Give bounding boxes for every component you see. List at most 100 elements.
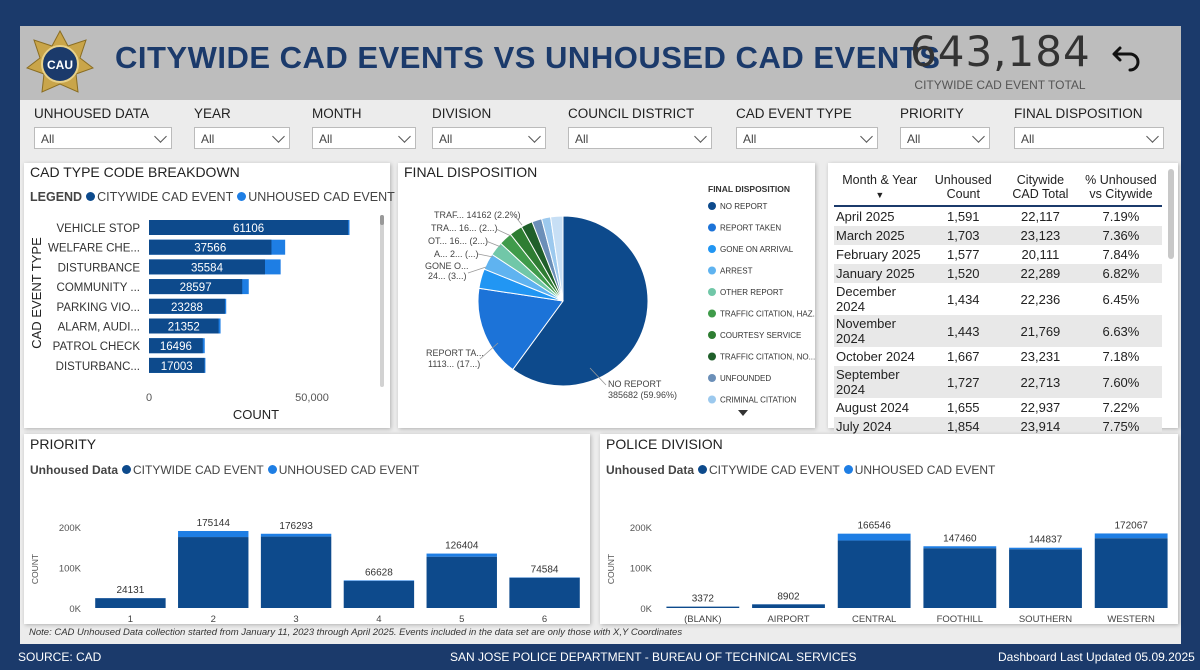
final-disposition-panel: FINAL DISPOSITION NO REPORT 385682 (59.96…: [398, 163, 815, 428]
column-header[interactable]: Unhoused Count: [925, 167, 1001, 207]
data-label: 126404: [445, 541, 479, 552]
chart-legend: Unhoused Data CITYWIDE CAD EVENT UNHOUSED …: [606, 463, 995, 477]
pie-slice: [512, 215, 649, 387]
bar-citywide: [1009, 549, 1082, 608]
x-tick-label: WESTERN: [1107, 614, 1155, 624]
bar-unhoused: [1094, 533, 1168, 539]
x-tick-label: FOOTHILL: [937, 614, 983, 624]
table-scrollbar[interactable]: [1168, 169, 1174, 259]
table-cell: 6.63%: [1102, 323, 1140, 339]
x-tick-label: 0: [146, 392, 152, 404]
filter-value: All: [575, 132, 589, 146]
filter-dropdown[interactable]: All: [900, 127, 990, 149]
legend-dot: [708, 245, 716, 253]
table-row[interactable]: August 2024 1,655 22,937 7.22%: [834, 398, 1162, 417]
filter-value: All: [41, 132, 55, 146]
data-label: 3372: [692, 594, 715, 605]
legend-dot-citywide: [86, 192, 96, 201]
filter-dropdown[interactable]: All: [1014, 127, 1164, 149]
data-label: 35584: [191, 262, 224, 274]
scrollbar-track: [380, 215, 384, 387]
bar-citywide: [149, 318, 219, 334]
legend-label: LEGEND: [30, 190, 83, 204]
filter-dropdown[interactable]: All: [736, 127, 878, 149]
x-tick-label: 4: [376, 614, 381, 624]
legend-dot-citywide: [698, 465, 708, 474]
cad-type-panel: CAD TYPE CODE BREAKDOWN LEGEND CITYWIDE C…: [24, 163, 395, 428]
data-label: 175144: [197, 518, 231, 529]
table-cell: 1,854: [947, 419, 980, 434]
filter-label: CAD EVENT TYPE: [736, 106, 852, 121]
x-axis-title: COUNT: [233, 407, 279, 422]
legend-dot: [708, 223, 716, 232]
data-label: 147460: [943, 533, 977, 544]
table-row[interactable]: July 2024 1,854 23,914 7.75%: [834, 417, 1162, 437]
table-cell: 22,236: [1020, 291, 1061, 307]
table-header-row: Month & Year ▼ Unhoused Count Citywide CAD To…: [834, 167, 1162, 207]
leader-line: [485, 240, 502, 248]
bar-unhoused: [923, 546, 997, 549]
y-axis-title: CAD EVENT TYPE: [29, 237, 44, 349]
table-row[interactable]: March 2025 1,703 23,123 7.36%: [834, 226, 1162, 245]
x-tick-label: CENTRAL: [852, 614, 896, 624]
x-tick-label: 1: [128, 614, 133, 624]
filter-dropdown[interactable]: All: [34, 127, 172, 149]
back-arrow-icon[interactable]: [1110, 38, 1144, 72]
filter-dropdown[interactable]: All: [432, 127, 546, 149]
legend-dot: [708, 395, 716, 404]
table-row[interactable]: October 2024 1,667 23,231 7.18%: [834, 347, 1162, 366]
filter-bar: UNHOUSED DATA All YEAR All MONTH All DIV…: [20, 100, 1181, 160]
filter-dropdown[interactable]: All: [312, 127, 416, 149]
category-label: PATROL CHECK: [53, 341, 141, 353]
filter-unhoused-data: UNHOUSED DATA All: [34, 106, 172, 149]
filter-final-disposition: FINAL DISPOSITION All: [1014, 106, 1164, 149]
priority-panel: PRIORITY Unhoused Data CITYWIDE CAD EVENT…: [24, 434, 590, 624]
pie-data-label: 385682 (59.96%): [608, 390, 677, 400]
table-row[interactable]: September 2024 1,727 22,713 7.60%: [834, 366, 1162, 398]
bar-unhoused: [1009, 547, 1082, 550]
table-cell: 7.60%: [1102, 374, 1140, 390]
filter-dropdown[interactable]: All: [568, 127, 712, 149]
table-row[interactable]: November 2024 1,443 21,769 6.63%: [834, 315, 1162, 347]
data-label: 24131: [117, 585, 145, 596]
y-tick-label: 0K: [640, 604, 652, 615]
bar-citywide: [149, 338, 203, 354]
pie-data-label: 24... (3...): [428, 271, 467, 281]
bar-citywide: [149, 259, 266, 275]
legend-scroll-down-icon: [738, 410, 748, 416]
legend-citywide: CITYWIDE CAD EVENT: [97, 190, 234, 204]
table-row[interactable]: January 2025 1,520 22,289 6.82%: [834, 264, 1162, 283]
table-row[interactable]: April 2025 1,591 22,117 7.19%: [834, 206, 1162, 226]
table-cell: 23,914: [1020, 419, 1061, 434]
filter-dropdown[interactable]: All: [194, 127, 290, 149]
chevron-down-icon: [398, 130, 411, 143]
data-label: 66628: [365, 567, 393, 578]
pie-data-label: A... 2... (...): [434, 249, 479, 259]
table-row[interactable]: December 2024 1,434 22,236 6.45%: [834, 283, 1162, 315]
legend-dot-unhoused: [843, 465, 853, 474]
bar-citywide: [426, 556, 497, 608]
table-row[interactable]: February 2025 1,577 20,111 7.84%: [834, 245, 1162, 264]
page-title: CITYWIDE CAD EVENTS VS UNHOUSED CAD EVEN…: [115, 40, 941, 75]
panel-title: POLICE DIVISION: [606, 436, 723, 452]
table-cell: 1,727: [947, 374, 980, 390]
pie-data-label: TRAF... 14162 (2.2%): [434, 210, 521, 220]
filter-council-district: COUNCIL DISTRICT All: [568, 106, 712, 149]
chevron-down-icon: [860, 130, 873, 143]
legend-entry: UNFOUNDED: [720, 374, 771, 383]
table-cell: 1,434: [947, 291, 980, 307]
bar-citywide: [666, 606, 740, 608]
column-header[interactable]: % Unhoused vs Citywide: [1079, 167, 1162, 207]
table-cell: 7.18%: [1102, 349, 1140, 364]
table-cell: April 2025: [836, 209, 895, 224]
table-cell: 22,937: [1020, 400, 1061, 415]
column-header[interactable]: Month & Year ▼: [834, 167, 926, 207]
data-label: 61106: [233, 223, 264, 235]
category-label: WELFARE CHE...: [48, 243, 140, 255]
footer-source: SOURCE: CAD: [18, 650, 102, 664]
filter-label: YEAR: [194, 106, 231, 121]
legend-unhoused: UNHOUSED CAD EVENT: [278, 463, 420, 477]
column-header[interactable]: Citywide CAD Total: [1000, 167, 1080, 207]
filter-value: All: [1021, 132, 1035, 146]
legend-unhoused: UNHOUSED CAD EVENT: [854, 463, 996, 477]
